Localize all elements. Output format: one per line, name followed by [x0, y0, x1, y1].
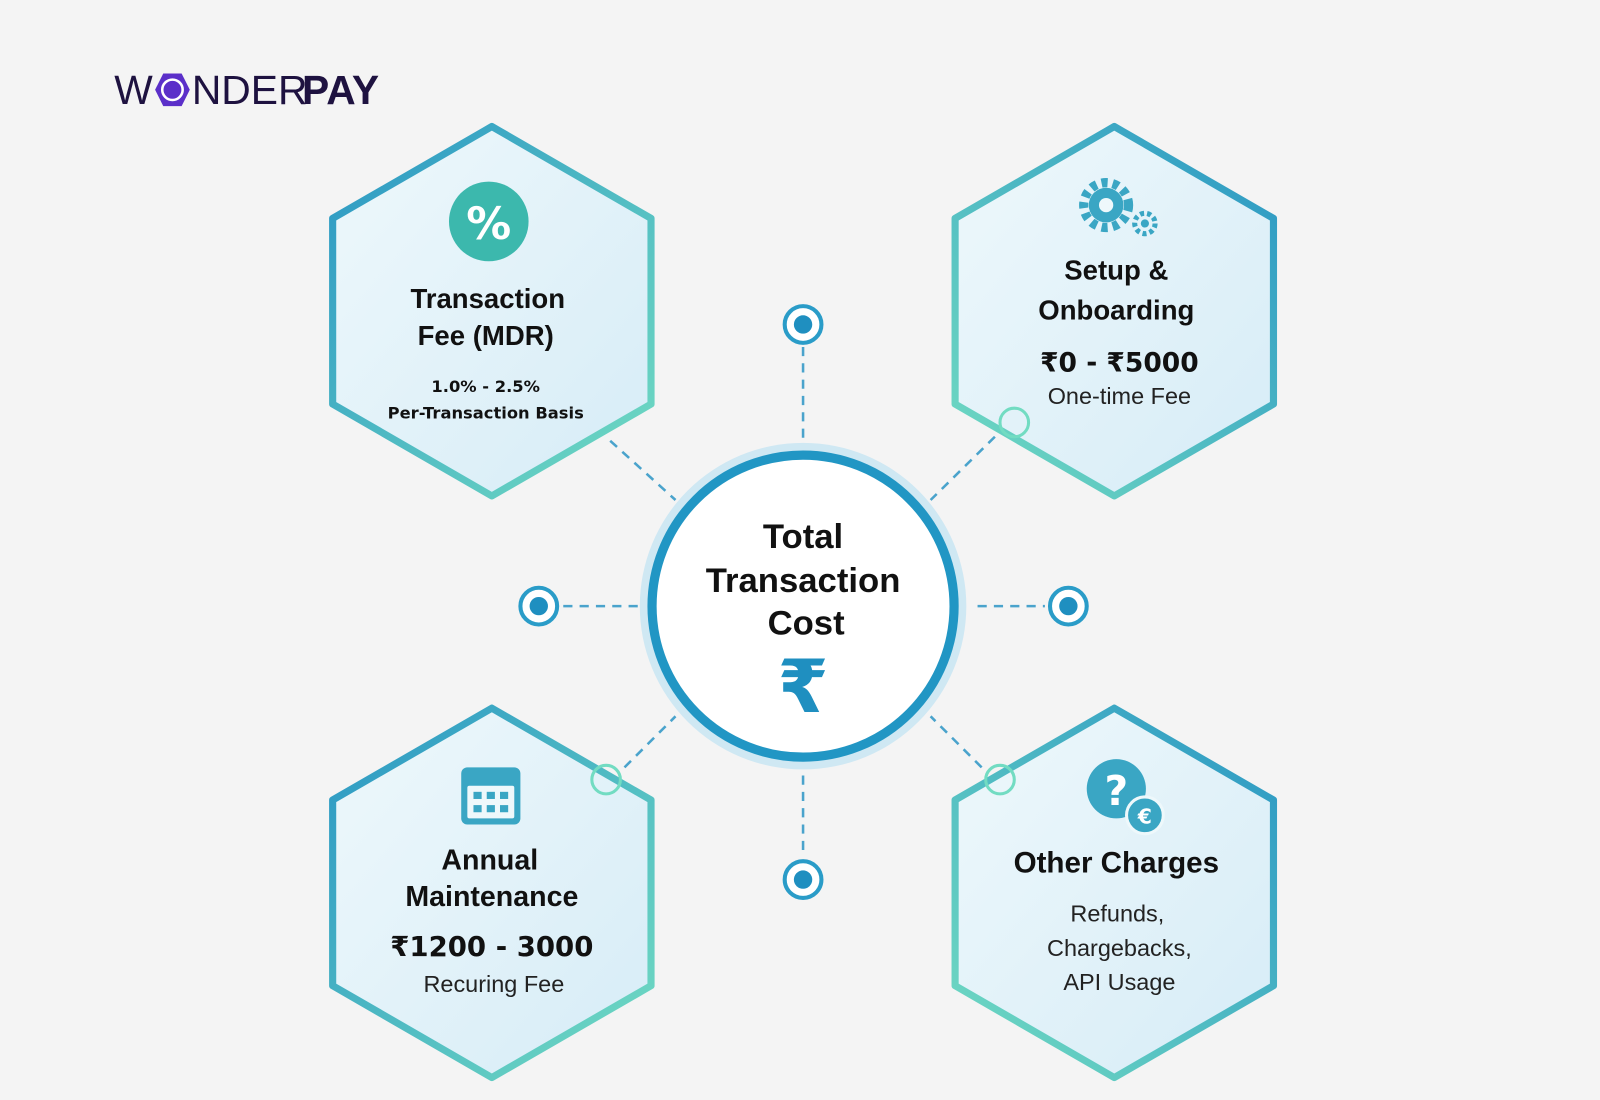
- center-title-line1: Total: [763, 518, 843, 556]
- center-total-cost: Total Transaction Cost ₹: [639, 442, 967, 770]
- calendar-icon: [461, 767, 521, 825]
- wonderpay-logo: W NDER PAY: [114, 67, 379, 113]
- node-dot-top: [782, 304, 824, 345]
- node-dot-bottom: [782, 859, 824, 900]
- svg-text:?: ?: [1104, 767, 1128, 815]
- center-title-line2: Transaction: [706, 562, 901, 600]
- logo-text-nder: NDER: [192, 67, 308, 113]
- card-value: ₹1200 - 3000: [390, 931, 593, 963]
- card-note-line2: Chargebacks,: [1047, 935, 1192, 961]
- card-other-charges: ? € Other Charges Refunds, Chargebacks, …: [951, 704, 1278, 1082]
- card-value: 1.0% - 2.5%: [431, 377, 540, 396]
- logo-text-pay: PAY: [302, 67, 379, 113]
- card-note: Recuring Fee: [423, 971, 564, 997]
- logo-ring-icon: [160, 78, 184, 102]
- card-title-line1: Transaction: [410, 283, 565, 314]
- card-title-line2: Maintenance: [405, 881, 578, 913]
- card-setup-onboarding: Setup & Onboarding ₹0 - ₹5000 One-time F…: [951, 122, 1278, 500]
- card-title-line2: Onboarding: [1038, 294, 1194, 325]
- card-title-line1: Setup &: [1064, 255, 1168, 286]
- card-note: Per-Transaction Basis: [388, 403, 584, 422]
- logo-text-w: W: [114, 67, 153, 113]
- logo-hexagon-icon: [155, 73, 190, 107]
- center-title-line3: Cost: [768, 605, 846, 643]
- rupee-icon: ₹: [778, 645, 829, 730]
- percent-icon: [448, 181, 529, 262]
- node-dot-right: [1047, 585, 1089, 627]
- node-dot-left: [518, 585, 560, 627]
- gears-icon: [1079, 178, 1158, 237]
- card-title: Other Charges: [1014, 846, 1219, 879]
- percent-icon-glyph: %: [466, 197, 511, 250]
- card-note: One-time Fee: [1048, 383, 1191, 409]
- card-title-line2: Fee (MDR): [418, 320, 554, 351]
- card-annual-maintenance: Annual Maintenance ₹1200 - 3000 Recuring…: [329, 704, 655, 1082]
- question-euro-icon: ? €: [1086, 759, 1165, 836]
- card-value: ₹0 - ₹5000: [1040, 347, 1199, 378]
- card-note-line1: Refunds,: [1070, 900, 1164, 926]
- card-transaction-fee: % Transaction Fee (MDR) 1.0% - 2.5% Per-…: [329, 122, 655, 500]
- connectors: [563, 346, 1045, 858]
- svg-text:€: €: [1137, 804, 1152, 828]
- card-note-line3: API Usage: [1063, 969, 1175, 995]
- card-title-line1: Annual: [441, 844, 538, 876]
